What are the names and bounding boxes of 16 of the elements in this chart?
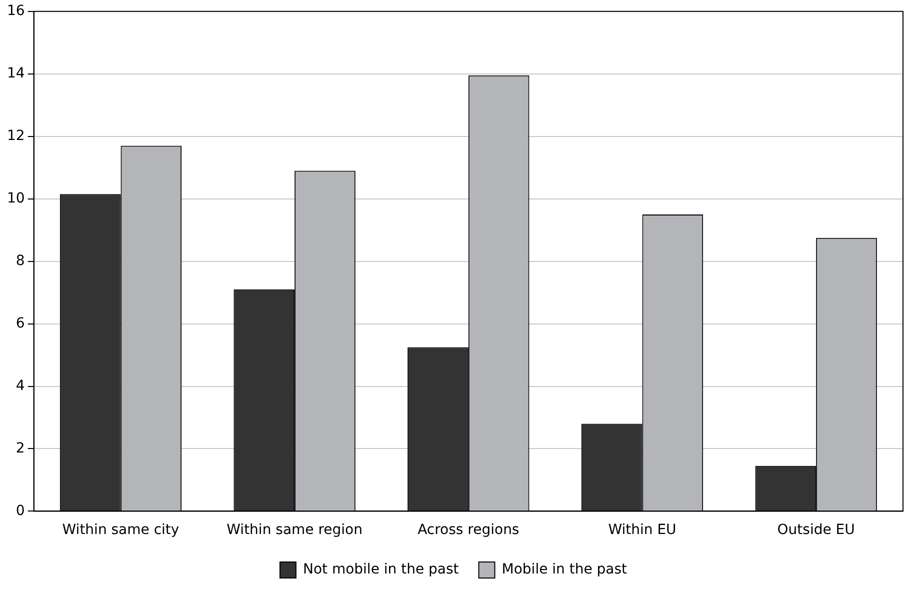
y-tick-label: 0 bbox=[16, 502, 25, 519]
y-tick-label: 10 bbox=[6, 190, 25, 206]
x-tick-label: Within EU bbox=[608, 522, 676, 538]
x-tick-label: Across regions bbox=[418, 522, 520, 538]
x-tick-label: Within same city bbox=[62, 522, 180, 538]
y-tick-label: 6 bbox=[16, 315, 25, 332]
y-tick-label: 8 bbox=[16, 252, 25, 269]
legend-label: Mobile in the past bbox=[502, 562, 628, 578]
y-tick-label: 2 bbox=[16, 440, 25, 456]
x-tick-label: Within same region bbox=[226, 522, 362, 538]
x-tick-label: Outside EU bbox=[777, 522, 855, 538]
y-tick-label: 4 bbox=[16, 378, 25, 394]
legend-label: Not mobile in the past bbox=[302, 562, 460, 578]
y-tick-label: 12 bbox=[6, 128, 25, 144]
y-tick-label: 16 bbox=[6, 3, 25, 20]
y-tick-label: 14 bbox=[6, 66, 25, 82]
